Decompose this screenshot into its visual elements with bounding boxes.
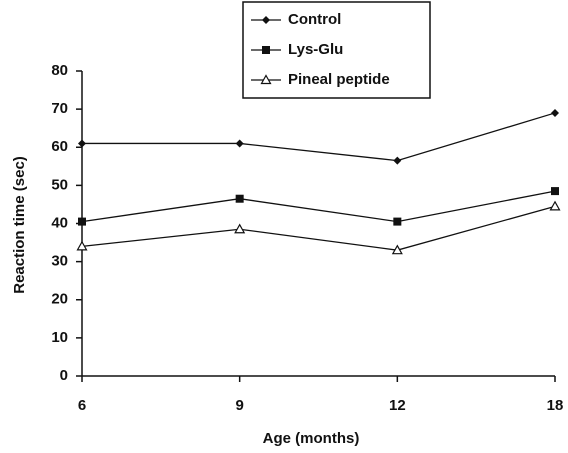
x-tick-label: 12	[389, 397, 406, 414]
marker	[262, 46, 270, 54]
series-line	[81, 205, 556, 251]
y-tick-label: 60	[51, 138, 68, 155]
y-axis-label: Reaction time (sec)	[11, 156, 28, 294]
x-tick-label: 6	[78, 397, 86, 414]
y-tick-label: 50	[51, 176, 68, 193]
marker	[262, 16, 270, 24]
marker	[549, 200, 561, 211]
marker	[78, 139, 86, 148]
marker	[551, 108, 559, 117]
marker	[234, 223, 246, 234]
marker	[393, 156, 402, 165]
x-tick-label: 9	[235, 397, 243, 414]
marker	[551, 187, 559, 196]
marker	[260, 74, 272, 85]
y-tick-label: 70	[51, 100, 68, 117]
marker	[393, 217, 402, 226]
y-tick-label: 10	[51, 329, 68, 346]
y-tick-label: 80	[51, 62, 68, 79]
y-tick-label: 40	[51, 214, 68, 231]
legend-label: Pineal peptide	[288, 71, 390, 88]
legend-label: Control	[288, 11, 341, 28]
series-line	[81, 190, 556, 223]
marker	[76, 240, 88, 251]
marker	[235, 139, 244, 148]
marker	[391, 244, 403, 255]
legend-label: Lys-Glu	[288, 41, 343, 58]
x-tick-label: 18	[547, 397, 564, 414]
series-line	[82, 112, 556, 162]
y-tick-label: 30	[51, 253, 68, 270]
y-tick-label: 0	[60, 367, 68, 384]
marker	[235, 194, 244, 203]
marker	[78, 217, 86, 226]
x-axis-label: Age (months)	[263, 430, 360, 447]
y-tick-label: 20	[51, 291, 68, 308]
